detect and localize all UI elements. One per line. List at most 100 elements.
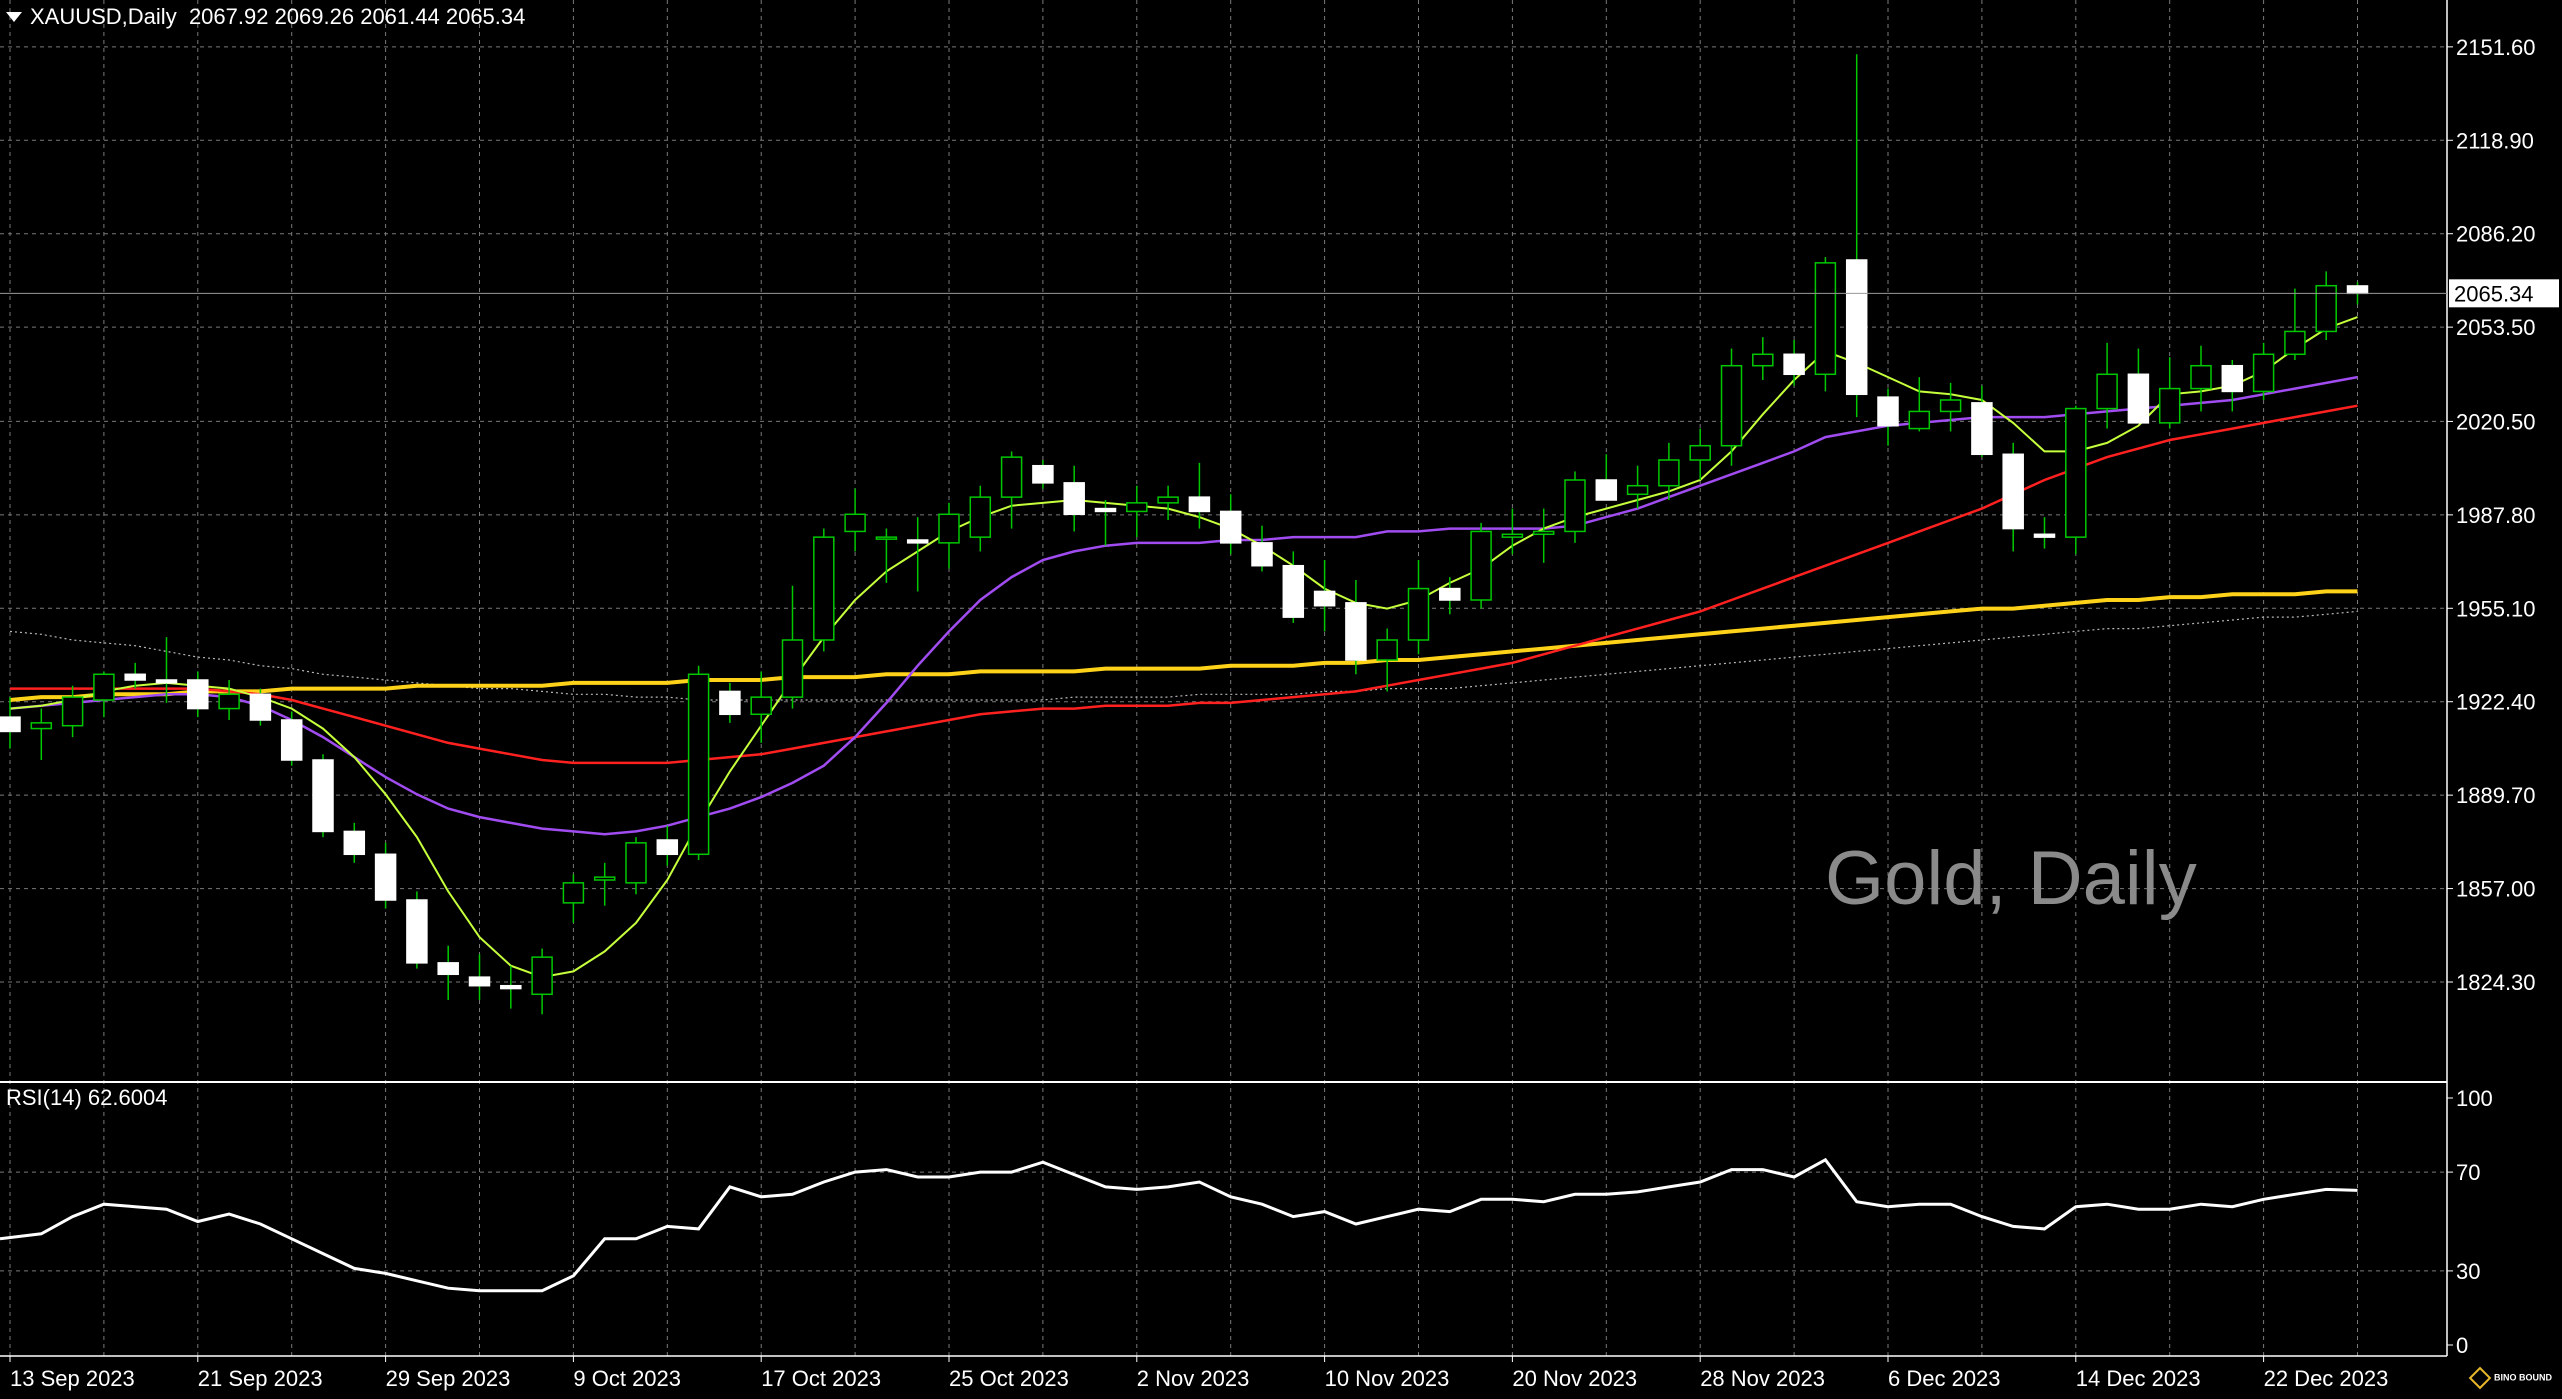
- candle-bear: [468, 976, 491, 987]
- x-tick-label: 20 Nov 2023: [1512, 1366, 1637, 1391]
- x-tick-label: 29 Sep 2023: [386, 1366, 511, 1391]
- rsi-tick-label: 30: [2456, 1259, 2480, 1284]
- candle-bull: [2096, 373, 2118, 410]
- candle-bear: [124, 673, 146, 681]
- y-tick-label: 2151.60: [2456, 35, 2536, 60]
- candle-bear: [1313, 590, 1336, 607]
- candle-bull: [875, 536, 898, 540]
- candle-bull: [531, 956, 553, 996]
- candle-bear: [1345, 602, 1367, 661]
- x-tick-label: 22 Dec 2023: [2264, 1366, 2389, 1391]
- candle-bear: [0, 716, 21, 733]
- candle-bear: [1032, 464, 1054, 484]
- candle-bull: [969, 496, 992, 538]
- current-price-tag: [2449, 279, 2559, 308]
- candle-bear: [1845, 259, 1868, 396]
- candle-bull: [1126, 502, 1148, 513]
- candle-bull: [1658, 459, 1680, 487]
- y-tick-label: 2053.50: [2456, 315, 2536, 340]
- rsi-panel: [0, 1157, 2358, 1293]
- chart-header: XAUUSD,Daily 2067.92 2069.26 2061.44 206…: [0, 4, 525, 30]
- candle-bear: [500, 984, 522, 990]
- candle-bull: [1157, 496, 1179, 504]
- candle-bull: [2252, 353, 2275, 393]
- rsi-label: RSI(14) 62.6004: [6, 1085, 168, 1110]
- y-tick-label: 1987.80: [2456, 503, 2536, 528]
- candle-bear: [1783, 353, 1805, 376]
- candle-bear: [1282, 564, 1305, 618]
- candle-bear: [906, 539, 929, 544]
- x-tick-label: 6 Dec 2023: [1888, 1366, 2001, 1391]
- y-tick-label: 1955.10: [2456, 596, 2536, 621]
- candle-bear: [155, 679, 178, 684]
- x-tick-label: 25 Oct 2023: [949, 1366, 1069, 1391]
- candle-bull: [1564, 479, 1586, 533]
- symbol-label: XAUUSD,Daily: [30, 4, 177, 29]
- candle-bull: [1689, 444, 1711, 461]
- rsi-line: [0, 1157, 2358, 1293]
- candle-bull: [93, 673, 115, 701]
- candle-bear: [2127, 373, 2150, 424]
- candle-bull: [1908, 410, 1931, 430]
- candle-bull: [750, 696, 772, 716]
- candle-bear: [2002, 453, 2024, 530]
- watermark: Gold, Daily: [1825, 836, 2197, 921]
- broker-logo: BINO BOUND: [2468, 1366, 2552, 1390]
- candle-bull: [1720, 364, 1743, 447]
- candle-bear: [656, 839, 679, 856]
- candle-bull: [2284, 330, 2306, 356]
- candle-bear: [343, 830, 366, 856]
- grid-lines: [0, 0, 2447, 1356]
- candle-bull: [562, 882, 585, 904]
- moving-average-ma-slow: [10, 404, 2358, 765]
- candle-bull: [30, 722, 53, 730]
- candle-bull: [2065, 407, 2087, 538]
- x-tick-label: 9 Oct 2023: [573, 1366, 681, 1391]
- candle-bull: [1501, 533, 1524, 538]
- candle-bear: [1439, 587, 1461, 601]
- candle-bull: [813, 536, 835, 641]
- candle-bear: [1094, 507, 1117, 513]
- moving-averages: [9, 316, 2358, 979]
- candle-bear: [719, 690, 741, 716]
- candle-bear: [280, 719, 303, 761]
- candle-bear: [2346, 285, 2369, 295]
- x-tick-label: 13 Sep 2023: [10, 1366, 135, 1391]
- y-tick-label: 1824.30: [2456, 970, 2536, 995]
- candle-bear: [187, 679, 209, 710]
- candle-bear: [1251, 542, 1273, 567]
- candle-bull: [1376, 639, 1398, 661]
- y-tick-label: 1889.70: [2456, 783, 2536, 808]
- candlesticks: [0, 54, 2369, 1015]
- candle-bull: [844, 513, 866, 533]
- candle-bull: [218, 693, 240, 710]
- candle-bull: [1752, 353, 1774, 367]
- y-tick-label: 2020.50: [2456, 409, 2536, 434]
- dropdown-triangle-icon[interactable]: [6, 12, 22, 23]
- candle-bull: [687, 673, 710, 856]
- logo-diamond-icon: [2468, 1366, 2492, 1390]
- x-tick-label: 28 Nov 2023: [1700, 1366, 1825, 1391]
- x-tick-label: 2 Nov 2023: [1137, 1366, 1250, 1391]
- x-tick-label: 21 Sep 2023: [198, 1366, 323, 1391]
- candle-bear: [249, 693, 272, 721]
- moving-average-ma-mid: [9, 375, 2358, 836]
- candle-bull: [781, 639, 804, 698]
- candle-bear: [1219, 510, 1242, 544]
- candle-bull: [938, 513, 960, 544]
- moving-average-ma-fast: [9, 316, 2358, 979]
- y-tick-label: 2086.20: [2456, 222, 2536, 247]
- x-tick-label: 10 Nov 2023: [1325, 1366, 1450, 1391]
- candle-bear: [2033, 533, 2056, 538]
- logo-text: BINO BOUND: [2494, 1372, 2552, 1383]
- candle-bull: [1532, 530, 1555, 536]
- moving-average-ma-long: [9, 589, 2358, 702]
- candle-bull: [625, 842, 647, 884]
- candle-bull: [1939, 399, 1962, 413]
- rsi-tick-label: 70: [2456, 1160, 2480, 1185]
- candle-bull: [2190, 364, 2212, 390]
- candle-bull: [1470, 530, 1492, 601]
- rsi-tick-label: 100: [2456, 1086, 2493, 1111]
